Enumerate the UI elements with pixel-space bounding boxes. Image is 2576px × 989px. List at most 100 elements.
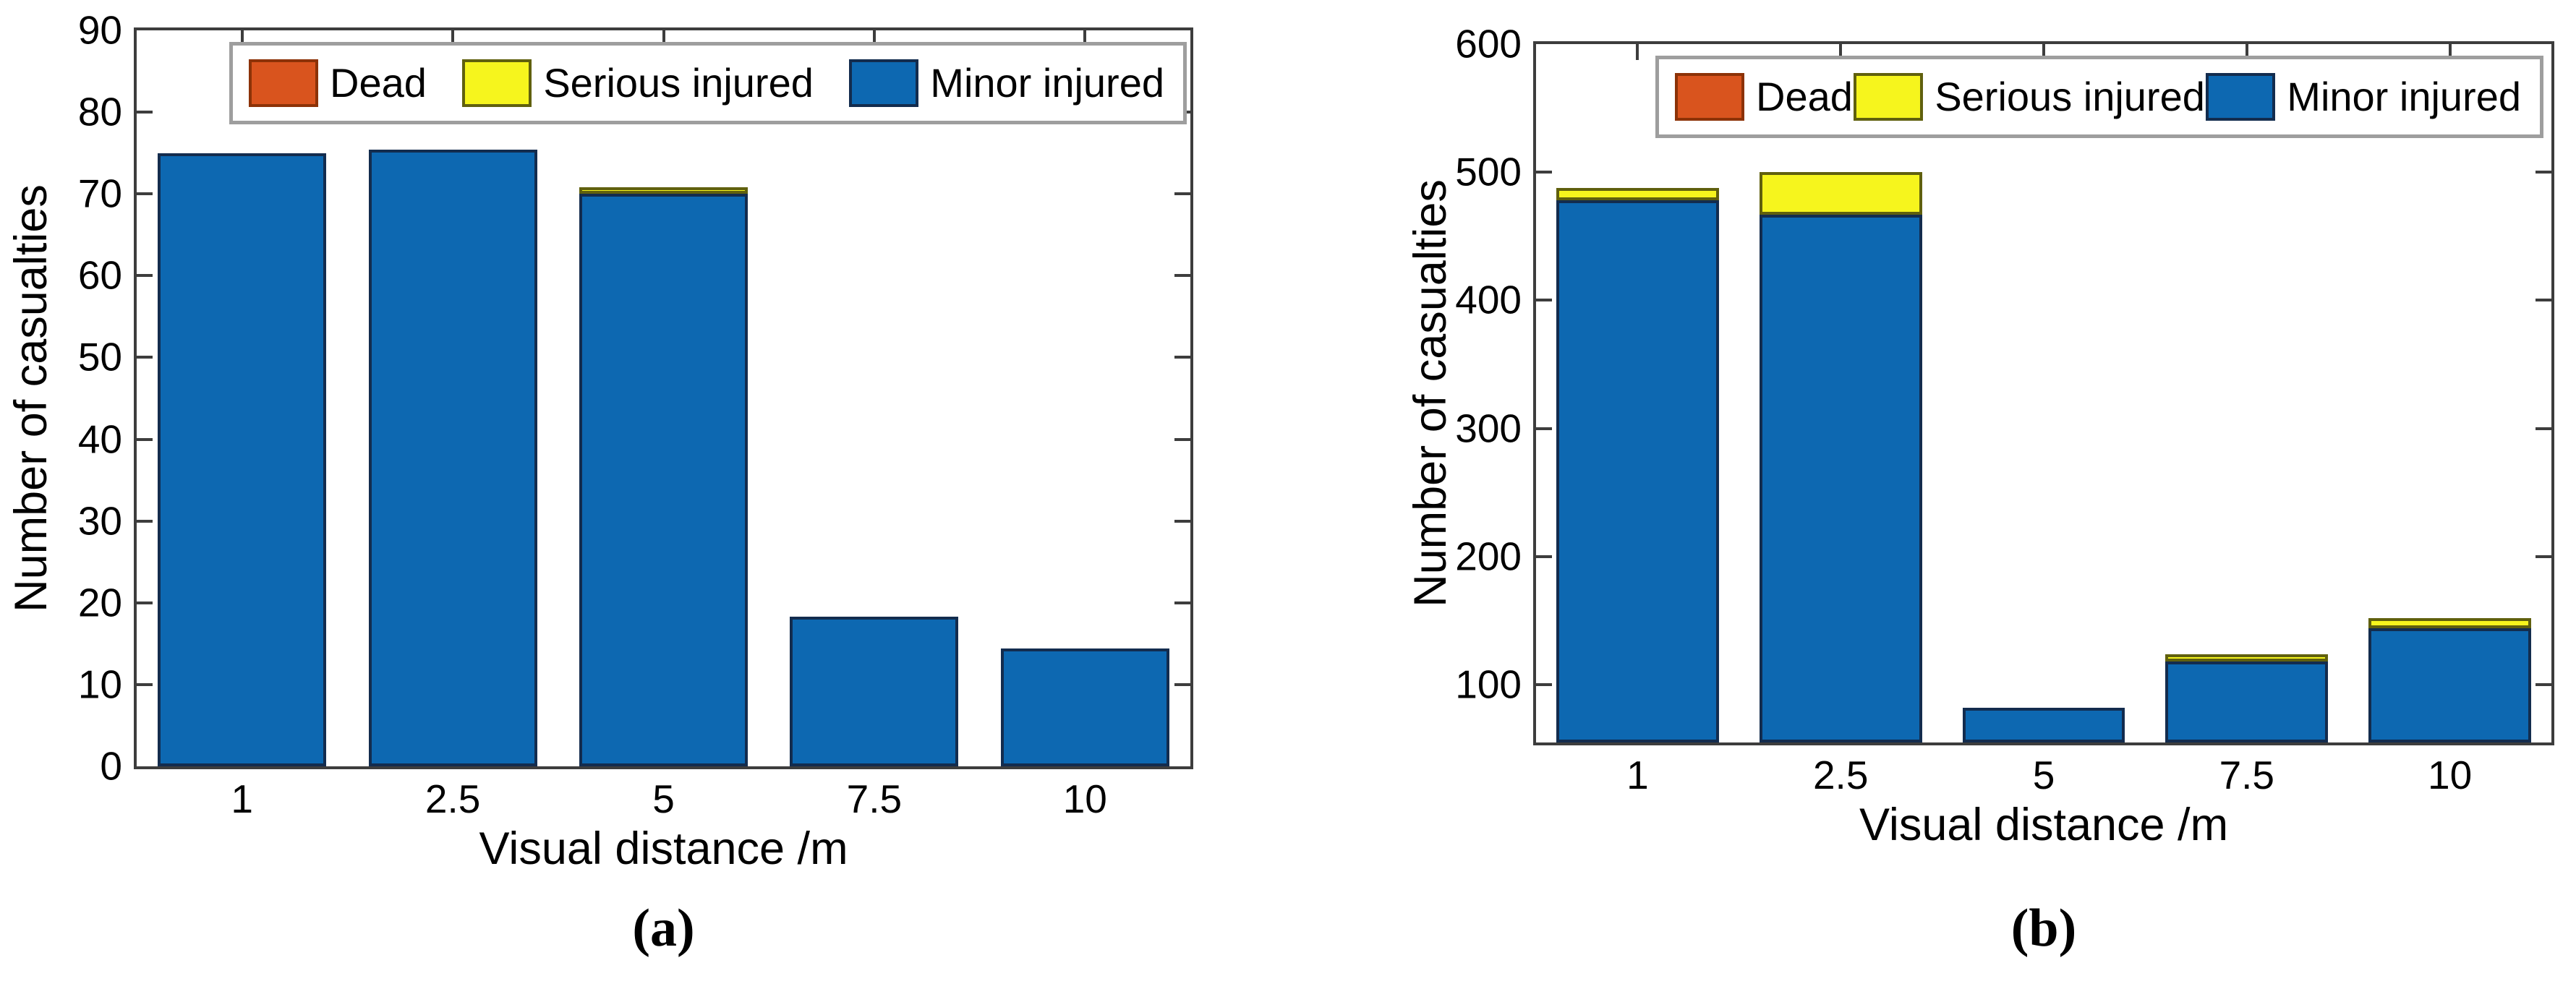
bar-segment-minor-injured — [1556, 200, 1719, 742]
x-tick-mark — [2448, 44, 2452, 60]
y-tick-mark — [1174, 519, 1190, 523]
y-tick-mark — [2536, 683, 2551, 687]
x-tick-label: 1 — [1626, 753, 1649, 797]
x-tick-label: 5 — [652, 776, 675, 821]
y-tick-mark — [1536, 299, 1552, 302]
x-tick-label: 10 — [1062, 776, 1107, 821]
legend-label: Minor injured — [930, 60, 1164, 106]
y-axis-label: Number of casualties — [6, 184, 56, 612]
bar-segment-serious-injured — [2165, 654, 2329, 662]
plot-area-b: Number of casualties Visual distance /m … — [1405, 24, 2554, 850]
legend-swatch-serious-injured — [1854, 73, 1924, 121]
x-tick-mark — [1839, 44, 1843, 60]
y-tick-label: 400 — [1455, 277, 1522, 322]
y-tick-mark — [137, 356, 153, 359]
y-tick-mark — [2536, 555, 2551, 558]
bar-segment-serious-injured — [2368, 618, 2531, 629]
y-tick-mark — [1174, 682, 1190, 686]
y-tick-mark — [137, 519, 153, 523]
y-tick-label: 500 — [1455, 149, 1522, 194]
y-tick-label: 60 — [77, 252, 122, 298]
y-tick-mark — [2536, 299, 2551, 302]
bar-segment-minor-injured — [1962, 708, 2125, 742]
legend-label: Serious injured — [1935, 74, 2205, 119]
bar-segment-minor-injured — [579, 194, 749, 766]
plot-area-a: Number of casualties Visual distance /m … — [6, 10, 1193, 874]
legend-swatch-minor-injured — [2206, 73, 2276, 121]
legend-swatch-dead — [1675, 73, 1744, 121]
legend-item: Serious injured — [462, 59, 814, 107]
legend-label: Dead — [330, 60, 427, 106]
y-tick-mark — [1174, 192, 1190, 196]
x-tick-mark — [451, 30, 455, 46]
bar-segment-minor-injured — [2368, 628, 2531, 742]
legend-label: Dead — [1756, 74, 1853, 119]
y-tick-mark — [1174, 601, 1190, 604]
y-tick-mark — [137, 192, 153, 196]
bar-segment-serious-injured — [1759, 172, 1922, 215]
legend-swatch-dead — [249, 59, 318, 107]
x-tick-mark — [240, 30, 244, 46]
y-tick-label: 0 — [100, 743, 122, 789]
y-tick-label: 300 — [1455, 406, 1522, 451]
y-tick-mark — [1174, 356, 1190, 359]
y-tick-mark — [1536, 683, 1552, 687]
legend: Dead Serious injured Minor injured — [229, 42, 1187, 124]
x-tick-mark — [1083, 30, 1087, 46]
x-tick-label: 5 — [2032, 753, 2055, 797]
x-tick-mark — [2042, 44, 2045, 60]
panel-caption: (b) — [2010, 899, 2077, 958]
y-tick-mark — [2536, 427, 2551, 430]
legend-swatch-serious-injured — [462, 59, 532, 107]
x-tick-label: 2.5 — [425, 776, 481, 821]
y-tick-label: 80 — [77, 89, 122, 134]
legend-item: Dead — [249, 59, 427, 107]
x-tick-label: 7.5 — [846, 776, 903, 821]
panel-caption: (a) — [632, 899, 695, 958]
x-tick-mark — [1636, 44, 1639, 60]
panel-a: Number of casualties Visual distance /m … — [6, 10, 1193, 958]
legend-swatch-minor-injured — [849, 59, 919, 107]
x-axis-label: Visual distance /m — [1859, 800, 2229, 850]
y-tick-mark — [1536, 555, 1552, 558]
y-tick-mark — [2536, 171, 2551, 174]
x-axis-label: Visual distance /m — [479, 823, 848, 874]
x-tick-label: 2.5 — [1812, 753, 1869, 797]
y-tick-mark — [137, 682, 153, 686]
legend-item: Dead — [1675, 73, 1853, 121]
legend: Dead Serious injured Minor injured — [1655, 56, 2543, 138]
y-tick-mark — [137, 111, 153, 114]
y-tick-label: 30 — [77, 498, 122, 544]
y-tick-mark — [137, 437, 153, 441]
y-tick-label: 50 — [77, 334, 122, 380]
bar-segment-minor-injured — [1000, 648, 1169, 766]
y-tick-label: 40 — [77, 416, 122, 462]
panel-b: Number of casualties Visual distance /m … — [1288, 0, 2576, 989]
y-tick-mark — [1536, 171, 1552, 174]
y-tick-label: 200 — [1455, 534, 1522, 579]
legend-item: Minor injured — [849, 59, 1164, 107]
y-tick-mark — [137, 274, 153, 278]
y-tick-mark — [1174, 274, 1190, 278]
bar-segment-minor-injured — [2165, 662, 2329, 742]
x-tick-mark — [662, 30, 665, 46]
x-tick-mark — [2245, 44, 2248, 60]
legend-item: Serious injured — [1854, 73, 2205, 121]
y-tick-label: 600 — [1455, 21, 1522, 67]
x-tick-label: 1 — [231, 776, 253, 821]
bar-segment-serious-injured — [1556, 187, 1719, 201]
legend-item: Minor injured — [2206, 73, 2521, 121]
bar-segment-minor-injured — [158, 153, 327, 766]
x-tick-label: 10 — [2428, 753, 2473, 797]
bar-segment-serious-injured — [579, 187, 749, 194]
y-tick-mark — [1174, 437, 1190, 441]
y-tick-label: 20 — [77, 580, 122, 625]
y-tick-label: 70 — [77, 171, 122, 216]
y-tick-label: 10 — [77, 662, 122, 707]
x-tick-label: 7.5 — [2219, 753, 2275, 797]
legend-label: Serious injured — [543, 60, 814, 106]
bar-segment-minor-injured — [368, 150, 537, 766]
y-tick-label: 100 — [1455, 662, 1522, 707]
bar-segment-minor-injured — [790, 617, 959, 766]
